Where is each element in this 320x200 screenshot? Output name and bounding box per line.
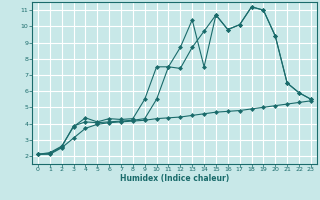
X-axis label: Humidex (Indice chaleur): Humidex (Indice chaleur) — [120, 174, 229, 183]
